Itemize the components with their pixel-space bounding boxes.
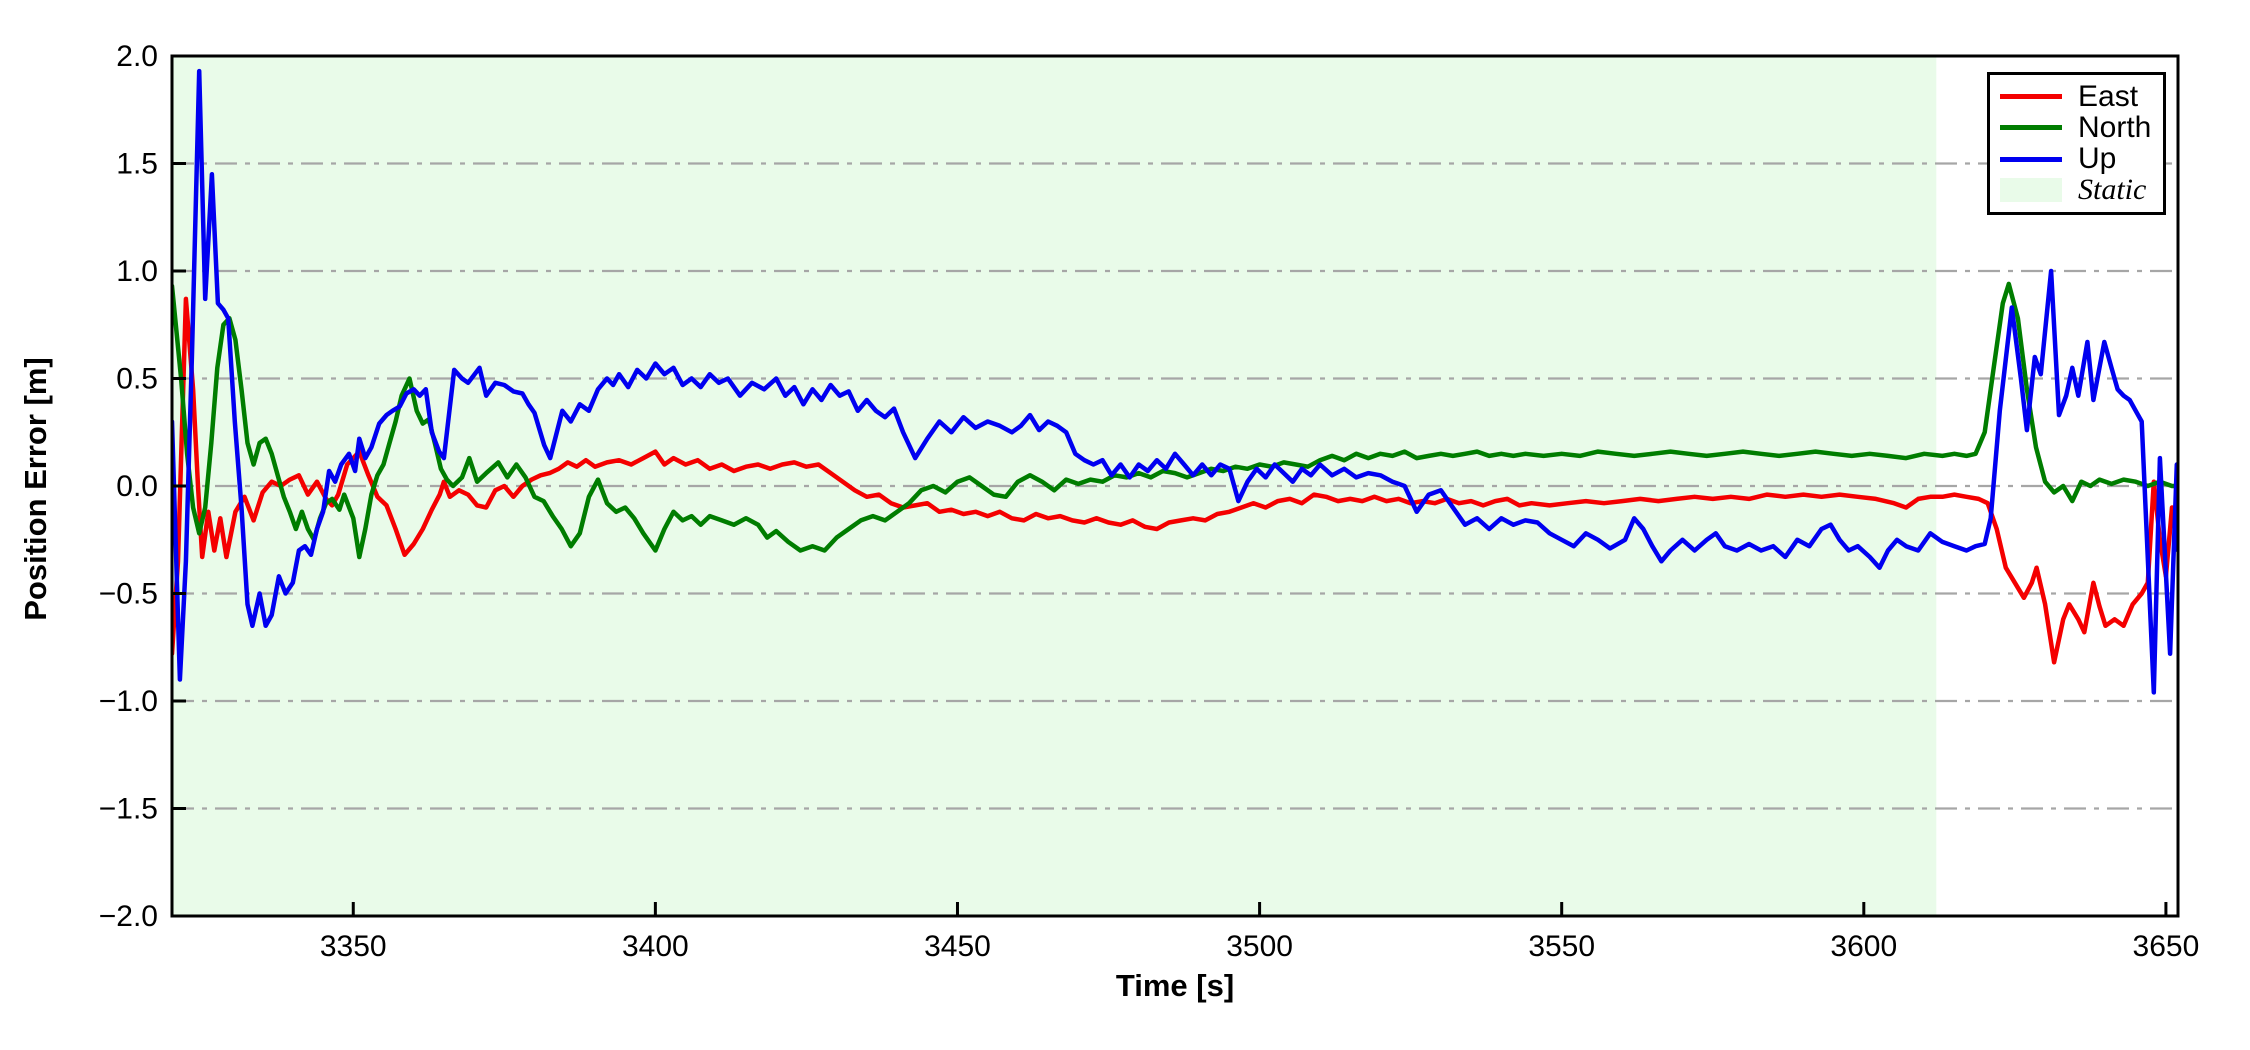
legend-label-static: Static xyxy=(2078,173,2147,207)
static-patch-swatch xyxy=(2000,178,2062,203)
series-up-line xyxy=(172,68,2178,695)
legend-label-up: Up xyxy=(2078,142,2117,176)
x-tick-label: 3550 xyxy=(1528,930,1595,963)
y-axis-label: Position Error [m] xyxy=(18,357,53,621)
north-line-swatch xyxy=(2000,125,2062,131)
x-tick-label: 3650 xyxy=(2133,930,2200,963)
series-east-line xyxy=(172,296,2178,665)
y-tick-label: 1.0 xyxy=(116,255,158,288)
legend-item-north: North xyxy=(2000,112,2153,143)
x-tick-label: 3600 xyxy=(1830,930,1897,963)
legend-item-up: Up xyxy=(2000,144,2153,175)
x-tick-label: 3350 xyxy=(320,930,387,963)
y-tick-label: 0.0 xyxy=(116,470,158,503)
legend-item-static: Static xyxy=(2000,175,2153,206)
y-tick-label: −1.5 xyxy=(99,793,158,826)
y-tick-label: −2.0 xyxy=(99,900,158,933)
legend: East North Up Static xyxy=(1987,72,2166,215)
y-tick-label: 1.5 xyxy=(116,148,158,181)
y-tick-label: 0.5 xyxy=(116,363,158,396)
legend-label-east: East xyxy=(2078,79,2139,113)
y-tick-label: −0.5 xyxy=(99,578,158,611)
y-tick-label: −1.0 xyxy=(99,685,158,718)
up-line-swatch xyxy=(2000,156,2062,162)
legend-item-east: East xyxy=(2000,81,2153,112)
x-tick-label: 3450 xyxy=(924,930,991,963)
x-tick-label: 3500 xyxy=(1226,930,1293,963)
east-line-swatch xyxy=(2000,94,2062,100)
x-axis-label: Time [s] xyxy=(1115,968,1235,1003)
x-tick-label: 3400 xyxy=(622,930,689,963)
legend-label-north: North xyxy=(2078,110,2152,144)
y-tick-label: 2.0 xyxy=(116,40,158,73)
series-north-line xyxy=(172,281,2178,560)
